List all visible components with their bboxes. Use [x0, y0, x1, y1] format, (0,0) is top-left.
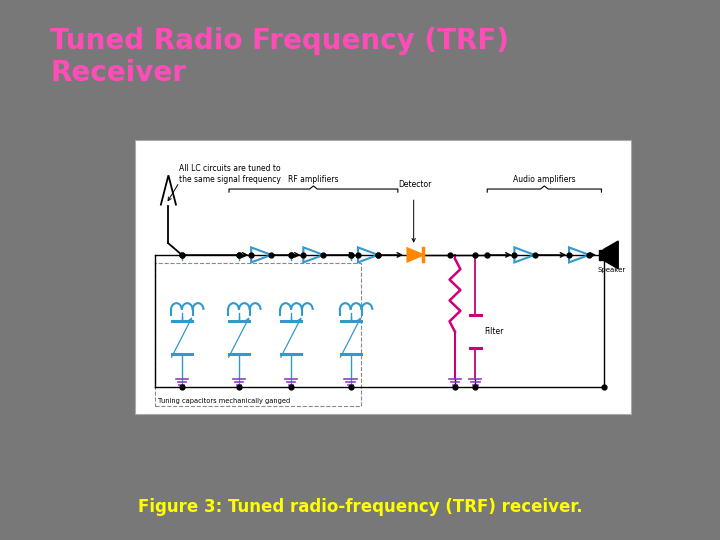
- Polygon shape: [408, 248, 423, 261]
- Text: Audio amplifiers: Audio amplifiers: [513, 176, 576, 185]
- Polygon shape: [603, 241, 618, 269]
- Text: Filter: Filter: [484, 327, 503, 336]
- Text: RF amplifiers: RF amplifiers: [288, 176, 338, 185]
- Text: Tuning capacitors mechanically ganged: Tuning capacitors mechanically ganged: [158, 397, 290, 403]
- Text: Speaker: Speaker: [597, 267, 626, 273]
- Bar: [599, 249, 603, 260]
- Text: Figure 3: Tuned radio-frequency (TRF) receiver.: Figure 3: Tuned radio-frequency (TRF) re…: [138, 498, 582, 516]
- Bar: [155, 263, 361, 406]
- Text: Detector: Detector: [399, 180, 432, 189]
- Text: All LC circuits are tuned to
the same signal frequency: All LC circuits are tuned to the same si…: [179, 164, 282, 184]
- Text: Tuned Radio Frequency (TRF)
Receiver: Tuned Radio Frequency (TRF) Receiver: [50, 27, 510, 87]
- Bar: [135, 140, 631, 414]
